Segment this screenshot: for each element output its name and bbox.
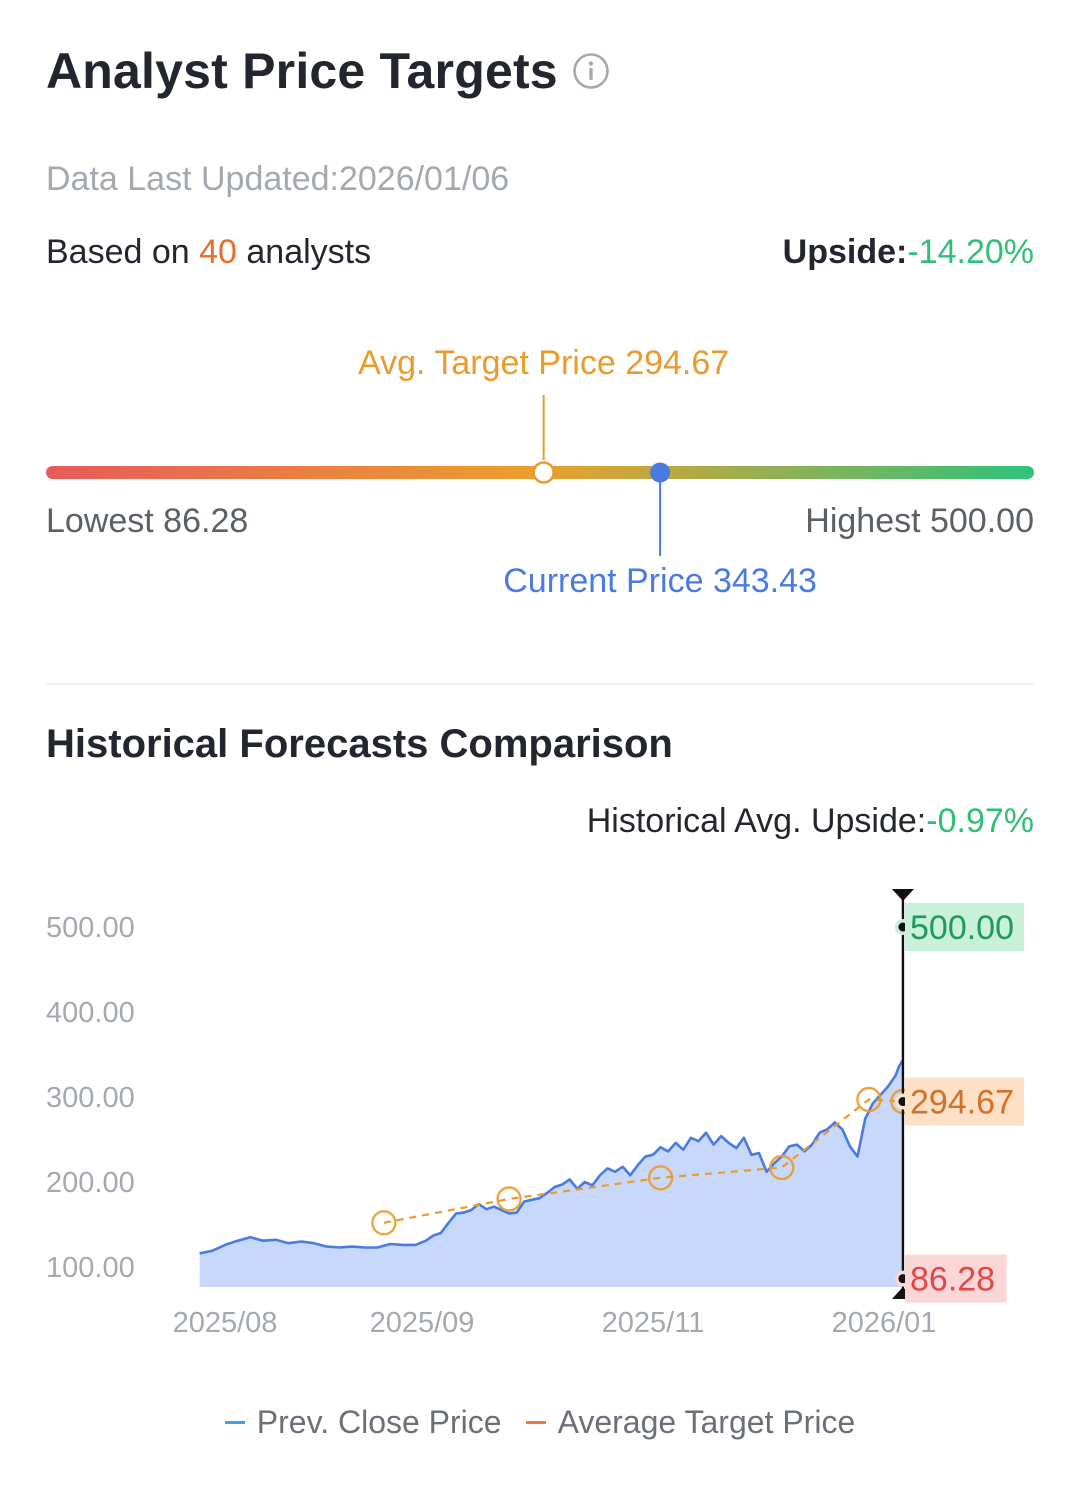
legend-item-average-target[interactable]: Average Target Price <box>525 1404 856 1441</box>
legend-label-average-target: Average Target Price <box>557 1404 856 1440</box>
x-tick-label: 2025/08 <box>173 1307 278 1339</box>
based-prefix: Based on <box>46 233 200 271</box>
last-updated-text: Data Last Updated:2026/01/06 <box>46 160 510 198</box>
historical-upside-value: -0.97% <box>926 802 1034 840</box>
crosshair-top-cap <box>891 889 914 901</box>
prev-close-area <box>199 1060 903 1287</box>
marker-tag-bg <box>905 1077 1024 1126</box>
y-tick-label: 200.00 <box>46 1167 135 1199</box>
section-divider <box>46 683 1034 685</box>
avg-target-point <box>496 1186 522 1212</box>
upside-summary: Upside:-14.20% <box>783 233 1034 272</box>
marker-tag-label: 86.28 <box>910 1261 995 1299</box>
legend-swatch-average-target <box>525 1421 546 1424</box>
analyst-count: 40 <box>199 233 237 271</box>
avg-target-point <box>371 1210 397 1236</box>
based-suffix: analysts <box>236 233 372 271</box>
y-tick-label: 400.00 <box>46 997 135 1029</box>
avg-target-point <box>856 1086 882 1113</box>
historical-upside-label: Historical Avg. Upside: <box>586 802 927 840</box>
analyst-count-text: Based on 40 analysts <box>46 233 371 272</box>
historical-upside: Historical Avg. Upside:-0.97% <box>587 802 1034 841</box>
y-tick-label: 300.00 <box>46 1082 135 1114</box>
marker-tag-bg <box>905 903 1024 951</box>
marker-tag-bg <box>905 1254 1007 1303</box>
legend-label-prev-close: Prev. Close Price <box>256 1404 502 1440</box>
avg-target-point <box>647 1165 674 1191</box>
page-title: Analyst Price Targets <box>46 43 558 99</box>
x-tick-label: 2025/11 <box>602 1307 705 1339</box>
avg-target-point <box>769 1154 795 1181</box>
title-row: Analyst Price Targets <box>46 42 610 100</box>
marker-tag-label: 500.00 <box>910 909 1014 947</box>
x-tick-label: 2026/01 <box>832 1307 937 1339</box>
x-tick-label: 2025/09 <box>370 1307 475 1339</box>
info-icon[interactable] <box>572 52 610 90</box>
legend-swatch-prev-close <box>224 1421 245 1424</box>
chart-legend: Prev. Close Price Average Target Price <box>0 1404 1080 1441</box>
y-tick-label: 500.00 <box>46 912 135 944</box>
y-tick-label: 100.00 <box>46 1252 135 1284</box>
historical-section-title: Historical Forecasts Comparison <box>46 722 673 766</box>
avg-target-line <box>383 1098 903 1224</box>
legend-item-prev-close[interactable]: Prev. Close Price <box>224 1404 502 1441</box>
historical-chart[interactable]: 100.00 200.00 300.00 400.00 500.00 2025/08 202… <box>0 0 1080 1380</box>
upside-label: Upside: <box>782 233 908 271</box>
upside-value: -14.20% <box>907 233 1034 271</box>
marker-tag-label: 294.67 <box>910 1084 1014 1122</box>
